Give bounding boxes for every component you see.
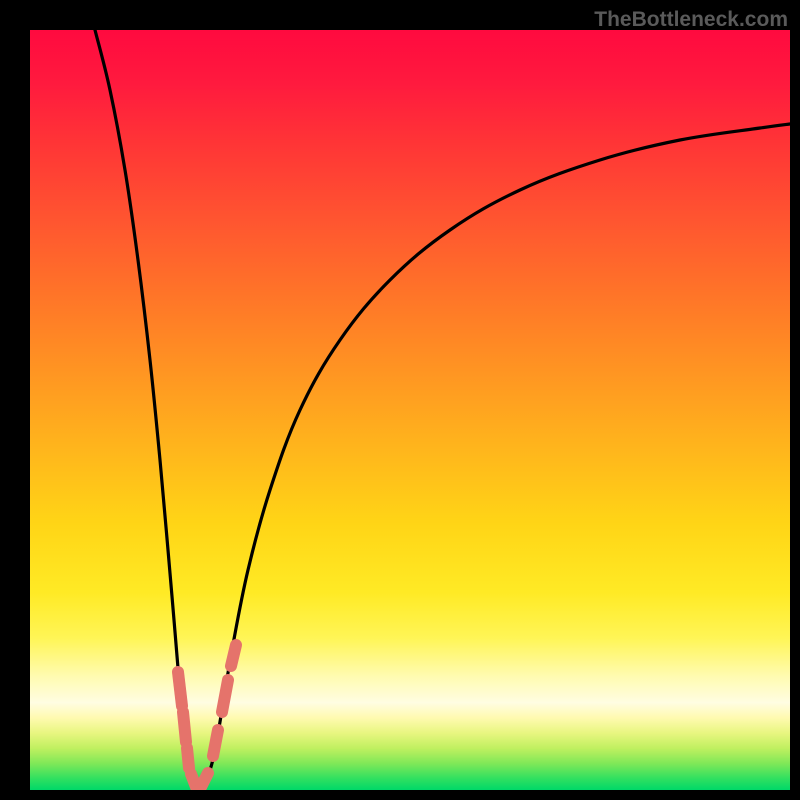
chart-container: TheBottleneck.com <box>0 0 800 800</box>
bottleneck-plot <box>0 0 800 800</box>
attribution-text: TheBottleneck.com <box>594 8 788 32</box>
